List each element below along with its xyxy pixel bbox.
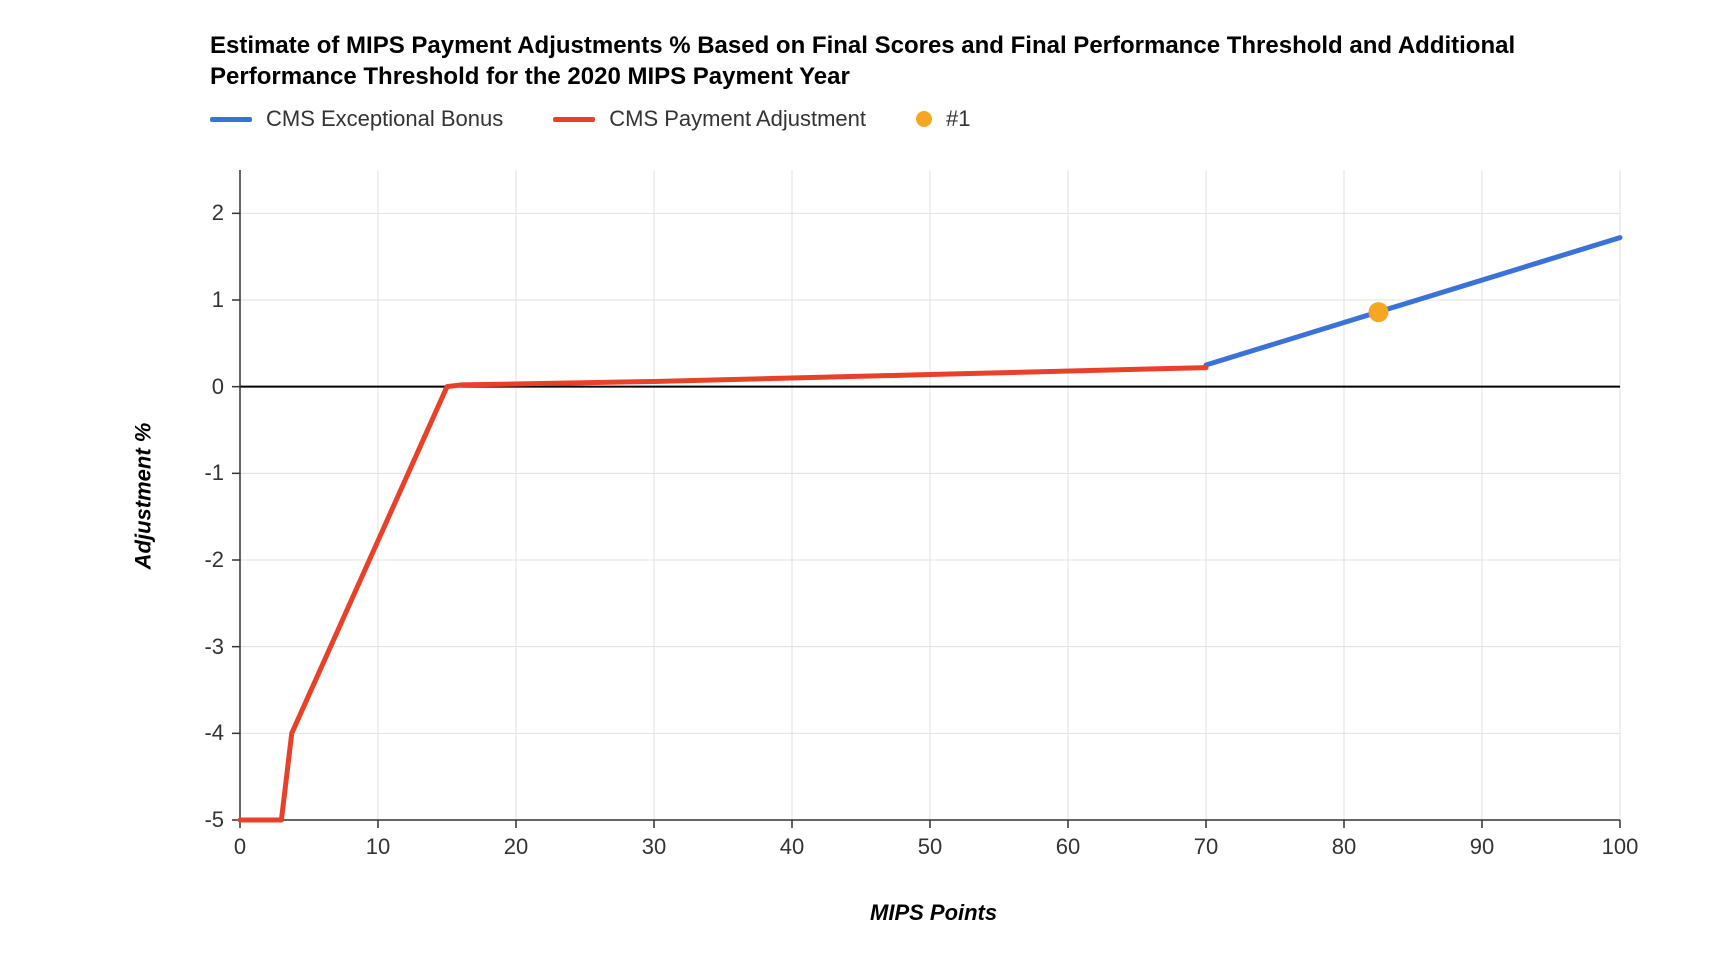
legend-item-point-1: #1 xyxy=(916,106,970,132)
x-tick-label: 100 xyxy=(1602,834,1639,860)
plot-svg xyxy=(240,170,1620,820)
legend-label: #1 xyxy=(946,106,970,132)
x-tick-label: 20 xyxy=(504,834,528,860)
chart-container: Estimate of MIPS Payment Adjustments % B… xyxy=(0,0,1713,979)
x-tick-label: 0 xyxy=(234,834,246,860)
plot-area: 0102030405060708090100-5-4-3-2-1012 xyxy=(240,170,1620,820)
legend-label: CMS Exceptional Bonus xyxy=(266,106,503,132)
x-tick-label: 40 xyxy=(780,834,804,860)
legend-swatch-line xyxy=(553,117,595,122)
y-axis-label: Adjustment % xyxy=(130,423,156,570)
x-axis-label: MIPS Points xyxy=(870,900,997,926)
chart-title: Estimate of MIPS Payment Adjustments % B… xyxy=(210,30,1553,92)
y-tick-label: 2 xyxy=(212,200,224,226)
x-tick-label: 30 xyxy=(642,834,666,860)
legend-item-payment-adjustment: CMS Payment Adjustment xyxy=(553,106,866,132)
y-tick-label: -4 xyxy=(204,720,224,746)
legend-swatch-dot xyxy=(916,111,932,127)
x-tick-label: 90 xyxy=(1470,834,1494,860)
x-tick-label: 50 xyxy=(918,834,942,860)
x-tick-label: 70 xyxy=(1194,834,1218,860)
x-tick-label: 60 xyxy=(1056,834,1080,860)
legend-swatch-line xyxy=(210,117,252,122)
y-tick-label: 0 xyxy=(212,374,224,400)
chart-legend: CMS Exceptional Bonus CMS Payment Adjust… xyxy=(210,106,1653,132)
y-tick-label: -3 xyxy=(204,634,224,660)
y-tick-label: -1 xyxy=(204,460,224,486)
y-tick-label: -5 xyxy=(204,807,224,833)
legend-label: CMS Payment Adjustment xyxy=(609,106,866,132)
legend-item-exceptional-bonus: CMS Exceptional Bonus xyxy=(210,106,503,132)
y-tick-label: 1 xyxy=(212,287,224,313)
y-tick-label: -2 xyxy=(204,547,224,573)
x-tick-label: 80 xyxy=(1332,834,1356,860)
x-tick-label: 10 xyxy=(366,834,390,860)
